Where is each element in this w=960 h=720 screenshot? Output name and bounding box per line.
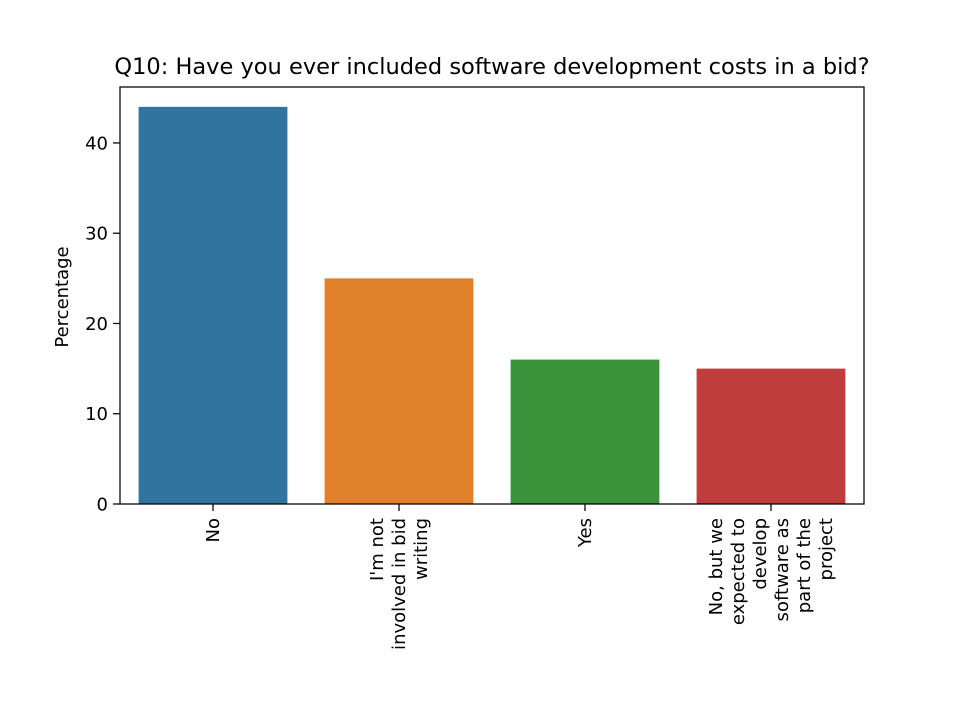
y-ticks-group: 0 10 20 30 40 <box>85 133 120 516</box>
chart-title: Q10: Have you ever included software dev… <box>114 54 869 80</box>
bar-3 <box>696 368 846 504</box>
x-ticks-group: No I'm notinvolved in bidwriting Yes No, bu… <box>203 504 837 650</box>
bar-0 <box>138 106 288 504</box>
x-tick-label: Yes <box>575 518 596 548</box>
y-axis-label: Percentage <box>52 246 73 347</box>
x-tick-label: No, but weexpected todevelopsoftware asp… <box>706 518 837 625</box>
y-tick-label: 20 <box>85 314 108 335</box>
bars-group <box>138 106 846 504</box>
bar-2 <box>510 359 660 504</box>
bar-1 <box>324 278 474 504</box>
x-tick-label: I'm notinvolved in bidwriting <box>367 518 432 650</box>
plot-frame <box>119 86 865 505</box>
y-tick-label: 40 <box>85 133 108 154</box>
y-tick-label: 10 <box>85 404 108 425</box>
y-tick-label: 30 <box>85 224 108 245</box>
x-tick-label: No <box>203 518 224 542</box>
y-tick-label: 0 <box>97 495 108 516</box>
